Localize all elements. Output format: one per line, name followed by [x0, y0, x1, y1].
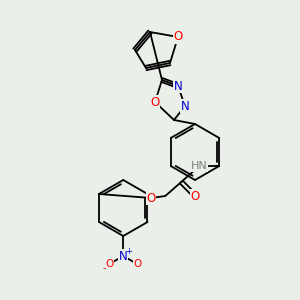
Text: HN: HN [191, 161, 208, 171]
Text: O: O [147, 191, 156, 205]
Text: O: O [105, 259, 113, 269]
Text: N: N [119, 250, 128, 262]
Text: O: O [190, 190, 200, 202]
Text: -: - [103, 263, 106, 273]
Text: O: O [150, 95, 160, 109]
Text: N: N [181, 100, 189, 112]
Text: N: N [174, 80, 182, 92]
Text: O: O [173, 31, 183, 44]
Text: +: + [125, 247, 132, 256]
Text: O: O [133, 259, 141, 269]
